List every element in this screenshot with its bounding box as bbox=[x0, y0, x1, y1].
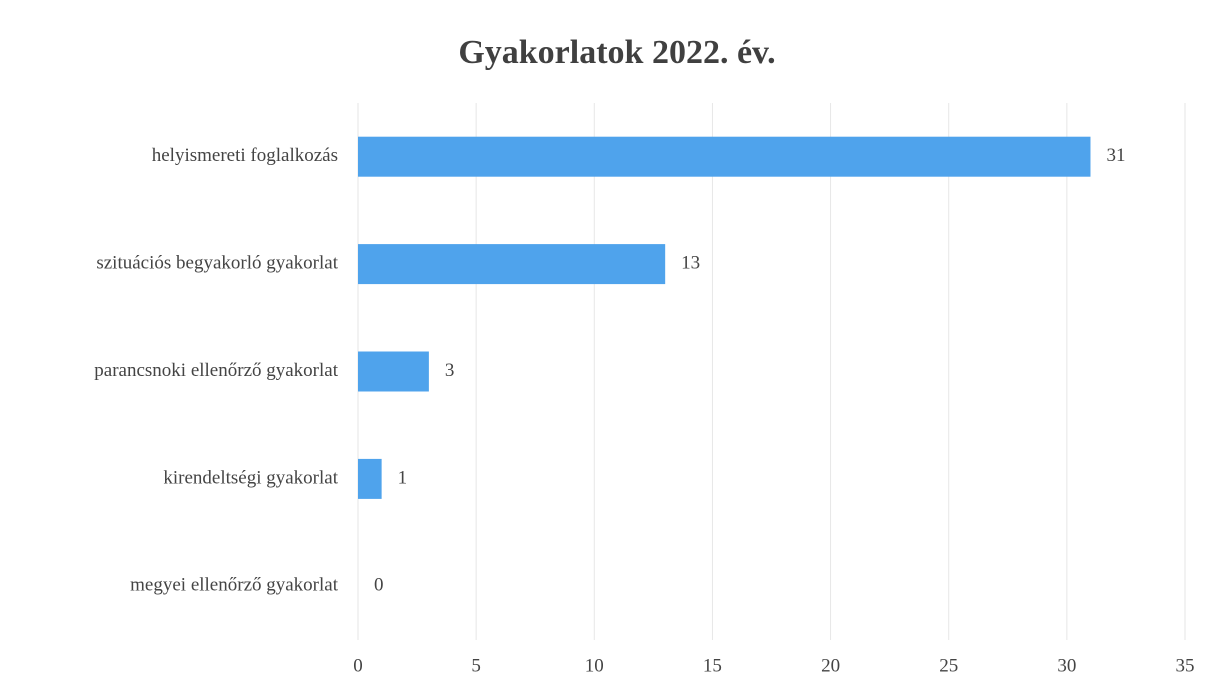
bar bbox=[358, 351, 429, 392]
x-tick-label: 10 bbox=[585, 655, 604, 676]
data-label: 0 bbox=[374, 575, 384, 596]
y-tick-label: szituációs begyakorló gyakorlat bbox=[96, 252, 338, 273]
x-tick-label: 0 bbox=[353, 655, 363, 676]
x-tick-label: 30 bbox=[1057, 655, 1076, 676]
data-label: 13 bbox=[681, 252, 700, 273]
x-tick-label: 20 bbox=[821, 655, 840, 676]
data-label: 31 bbox=[1106, 145, 1125, 166]
y-tick-label: helyismereti foglalkozás bbox=[152, 145, 338, 166]
x-tick-label: 25 bbox=[939, 655, 958, 676]
y-tick-label: parancsnoki ellenőrző gyakorlat bbox=[94, 360, 338, 381]
x-tick-label: 5 bbox=[471, 655, 481, 676]
data-label: 3 bbox=[445, 360, 455, 381]
chart-title: Gyakorlatok 2022. év. bbox=[458, 34, 775, 71]
bar bbox=[358, 458, 382, 499]
y-tick-label: megyei ellenőrző gyakorlat bbox=[130, 575, 339, 596]
bar bbox=[358, 136, 1091, 177]
y-tick-label: kirendeltségi gyakorlat bbox=[163, 467, 338, 488]
x-tick-label: 35 bbox=[1176, 655, 1195, 676]
data-label: 1 bbox=[398, 467, 408, 488]
bar bbox=[358, 244, 666, 285]
x-tick-label: 15 bbox=[703, 655, 722, 676]
